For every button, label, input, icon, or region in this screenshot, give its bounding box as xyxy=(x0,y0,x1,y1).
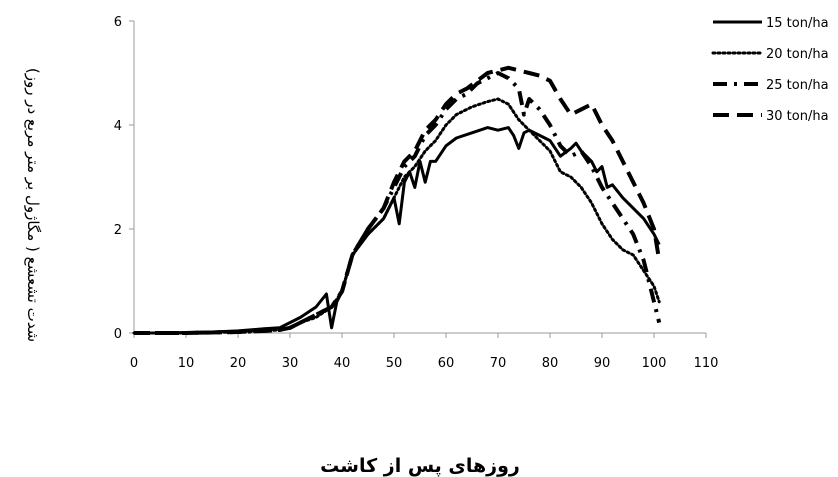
x-tick-label: 60 xyxy=(438,356,455,371)
x-tick-label: 30 xyxy=(282,356,299,371)
y-tick-label: 4 xyxy=(114,119,122,134)
series-line-1 xyxy=(134,126,661,335)
legend-label-4: 30 ton/ha xyxy=(766,109,829,124)
x-tick-label: 40 xyxy=(334,356,351,371)
legend-label-1: 15 ton/ha xyxy=(766,16,829,31)
y-tick-label: 0 xyxy=(114,327,122,342)
x-tick-label: 20 xyxy=(230,356,247,371)
y-tick-label: 6 xyxy=(114,15,122,30)
y-tick-label: 2 xyxy=(114,223,122,238)
legend: 15 ton/ha 20 ton/ha 25 ton/ha 30 ton/ha xyxy=(711,16,829,124)
y-axis-title: شدت تشعشع ( مگاژول بر متر مربع در روز) xyxy=(24,68,42,342)
legend-label-2: 20 ton/ha xyxy=(766,47,829,62)
x-tick-label: 0 xyxy=(130,356,138,371)
x-tick-label: 10 xyxy=(178,356,195,371)
x-tick-label: 100 xyxy=(642,356,667,371)
x-tick-label: 70 xyxy=(490,356,507,371)
x-axis-title: روزهای پس از کاشت xyxy=(320,455,520,477)
plot-lines xyxy=(132,65,662,335)
x-tick-label: 50 xyxy=(386,356,403,371)
series-line-4 xyxy=(134,65,662,335)
legend-label-3: 25 ton/ha xyxy=(766,78,829,93)
chart-axes: 0 10 20 30 40 50 60 70 80 90 100 110 0 2 4 6 xyxy=(114,15,719,371)
x-tick-label: 110 xyxy=(694,356,719,371)
x-tick-label: 90 xyxy=(594,356,611,371)
x-tick-label: 80 xyxy=(542,356,559,371)
